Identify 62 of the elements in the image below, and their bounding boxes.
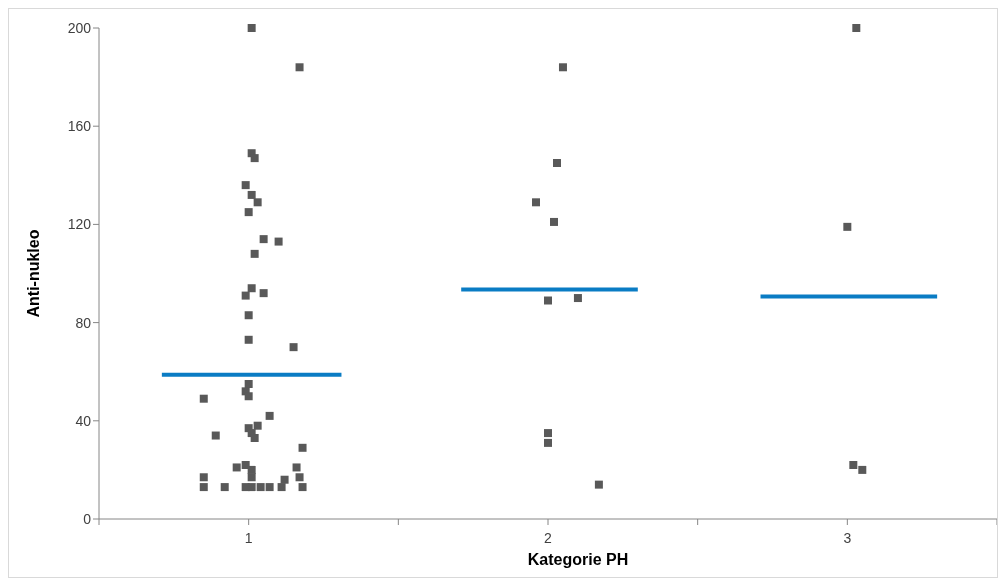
point: [295, 473, 304, 482]
point: [289, 343, 298, 352]
y-tick-label: 160: [67, 118, 92, 135]
point: [247, 24, 256, 32]
point: [241, 291, 250, 300]
point: [573, 294, 582, 303]
x-tick-label: 3: [843, 529, 852, 546]
point: [858, 465, 867, 474]
point: [247, 284, 256, 293]
point: [265, 411, 274, 420]
point: [280, 475, 289, 484]
point: [256, 483, 265, 492]
point: [253, 421, 262, 430]
point: [199, 473, 208, 482]
point: [247, 483, 256, 492]
point: [259, 289, 268, 298]
point: [244, 379, 253, 388]
point: [232, 463, 241, 472]
point: [265, 483, 274, 492]
x-axis-title: Kategorie PH: [527, 551, 629, 568]
point: [298, 483, 307, 492]
point: [247, 473, 256, 482]
point: [849, 460, 858, 469]
y-axis-title: Anti-nukleo: [24, 229, 42, 318]
point: [298, 443, 307, 452]
point: [295, 63, 304, 72]
point: [199, 483, 208, 492]
point: [259, 235, 268, 244]
y-tick-label: 120: [67, 216, 92, 233]
point: [594, 480, 603, 489]
point: [250, 249, 259, 258]
y-tick-label: 0: [83, 511, 92, 527]
point: [244, 392, 253, 401]
point: [544, 296, 552, 305]
point: [558, 63, 567, 72]
point: [250, 154, 259, 163]
point: [199, 394, 208, 403]
point: [220, 483, 229, 492]
point: [247, 190, 256, 199]
y-tick-label: 40: [75, 412, 92, 429]
point: [852, 24, 861, 32]
point: [292, 463, 301, 472]
y-tick-label: 200: [67, 20, 92, 36]
point: [253, 198, 262, 207]
x-tick-label: 1: [244, 529, 253, 546]
point: [532, 198, 541, 207]
point: [241, 460, 250, 469]
point: [250, 433, 259, 442]
point: [552, 159, 561, 168]
point: [244, 335, 253, 344]
point: [544, 438, 552, 447]
point: [843, 222, 852, 231]
point: [211, 431, 220, 440]
point: [544, 429, 552, 438]
point: [549, 217, 558, 226]
y-tick-label: 80: [75, 314, 92, 331]
point: [244, 208, 253, 217]
x-tick-label: 2: [544, 529, 553, 546]
point: [274, 237, 283, 246]
point: [241, 181, 250, 190]
point: [277, 483, 286, 492]
point: [244, 311, 253, 320]
